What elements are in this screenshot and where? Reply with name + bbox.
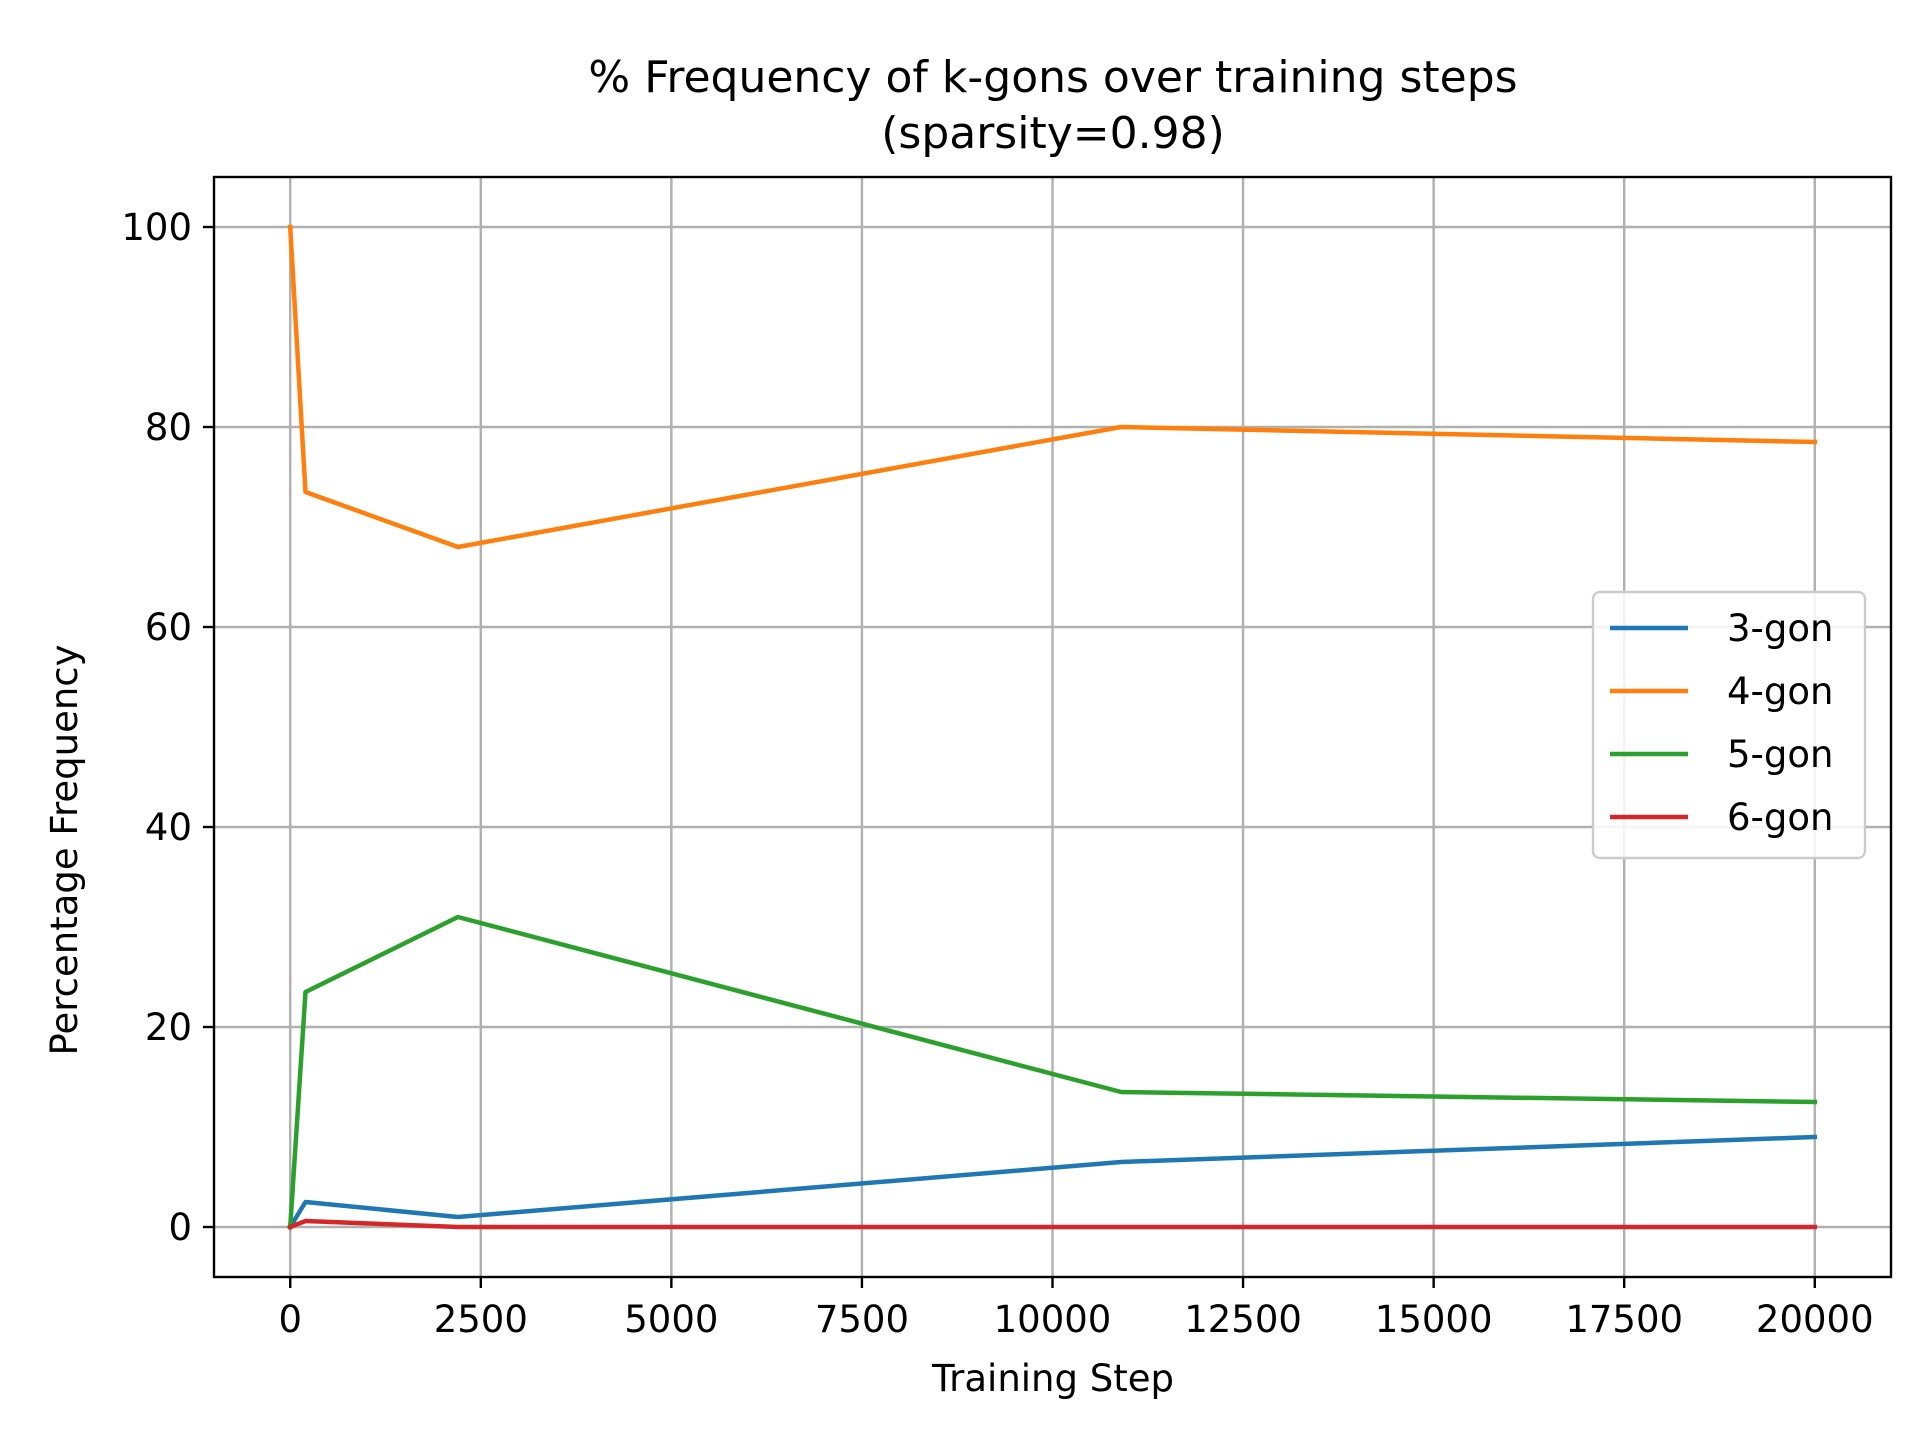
series-line-6-gon: [287, 1218, 1818, 1230]
y-tick-label: 40: [145, 806, 192, 849]
legend-label: 3-gon: [1727, 607, 1833, 650]
x-axis-label: Training Step: [931, 1357, 1174, 1400]
x-tick-label: 0: [278, 1298, 302, 1341]
y-axis-ticks: 0 20 40 60 80 100: [121, 206, 214, 1249]
y-tick-label: 80: [145, 406, 192, 449]
legend-box: [1591, 590, 1867, 860]
x-tick-label: 7500: [815, 1298, 909, 1341]
legend-label: 5-gon: [1727, 733, 1833, 776]
x-tick-label: 2500: [434, 1298, 528, 1341]
y-tick-label: 0: [168, 1206, 192, 1249]
series-lines: [287, 224, 1818, 1231]
series-line-5-gon: [287, 914, 1818, 1230]
y-tick-label: 100: [121, 206, 192, 249]
series-line-3-gon: [287, 1134, 1818, 1231]
series-line-4-gon: [287, 224, 1818, 550]
y-axis-label: Percentage Frequency: [43, 644, 86, 1055]
chart-subtitle: (sparsity=0.98): [881, 108, 1225, 159]
x-tick-label: 12500: [1184, 1298, 1302, 1341]
y-tick-label: 60: [145, 606, 192, 649]
legend-label: 4-gon: [1727, 670, 1833, 713]
x-axis-ticks: 0 2500 5000 7500 10000 12500 15000 17500 20000: [278, 1277, 1874, 1341]
x-tick-label: 20000: [1756, 1298, 1874, 1341]
legend: 3-gon 4-gon 5-gon 6-gon: [1591, 590, 1867, 860]
x-tick-label: 15000: [1375, 1298, 1493, 1341]
x-tick-label: 10000: [994, 1298, 1112, 1341]
y-tick-label: 20: [145, 1006, 192, 1049]
legend-label: 6-gon: [1727, 796, 1833, 839]
x-tick-label: 17500: [1565, 1298, 1683, 1341]
x-tick-label: 5000: [624, 1298, 718, 1341]
chart-title: % Frequency of k-gons over training step…: [588, 52, 1517, 103]
